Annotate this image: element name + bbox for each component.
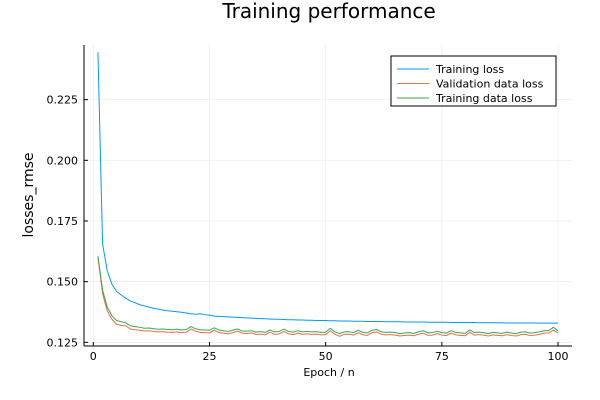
x-ticks: 0 25 50 75 100 [90, 342, 569, 363]
series-layer [97, 52, 559, 337]
x-tick-label: 50 [319, 350, 333, 363]
x-tick-label: 0 [90, 350, 97, 363]
y-tick-label: 0.175 [47, 215, 79, 228]
series-line-3 [97, 256, 559, 335]
x-tick-label: 100 [548, 350, 569, 363]
axes [83, 45, 572, 347]
legend-label-3: Training data loss [435, 92, 533, 105]
series-line-1 [97, 52, 559, 324]
x-axis-label: Epoch / n [303, 366, 354, 379]
x-tick-label: 25 [202, 350, 216, 363]
series-line-2 [97, 257, 559, 337]
y-tick-label: 0.150 [47, 276, 79, 289]
legend-label-1: Training loss [435, 63, 504, 76]
chart-title: Training performance [221, 0, 435, 23]
y-tick-label: 0.125 [47, 336, 79, 349]
y-axis-label: losses_rmse [21, 152, 37, 237]
legend: Training loss Validation data lossTrainin… [390, 55, 557, 107]
y-ticks: 0.125 0.150 0.175 0.200 0.225 [47, 94, 88, 349]
legend-label-2: Validation data loss [436, 78, 544, 91]
y-tick-label: 0.200 [47, 154, 79, 167]
x-tick-label: 75 [435, 350, 449, 363]
y-tick-label: 0.225 [47, 94, 79, 107]
